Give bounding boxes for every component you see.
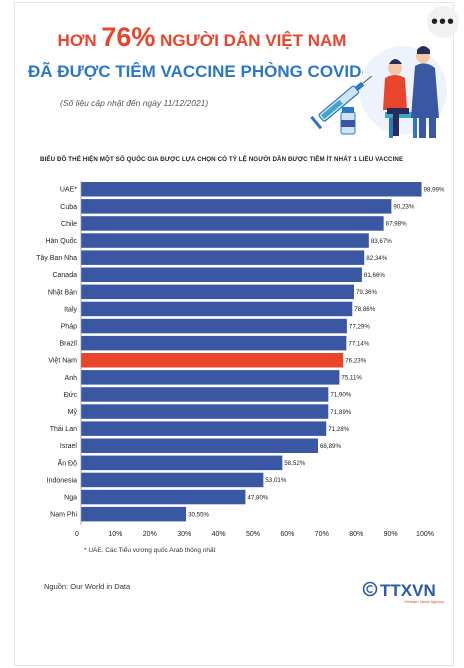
bar: [81, 233, 369, 248]
bar: [81, 267, 362, 282]
category-label: Hàn Quốc: [45, 236, 77, 245]
headline-percent: 76%: [101, 22, 156, 52]
category-label: Brazil: [59, 341, 77, 348]
bar: [81, 370, 340, 385]
category-label: Canada: [52, 272, 77, 279]
value-label: 71,89%: [330, 409, 351, 416]
x-tick-label: 90%: [384, 531, 398, 538]
category-label: Pháp: [61, 323, 77, 330]
category-label: Ấn Độ: [58, 457, 78, 467]
bar: [81, 472, 264, 488]
value-label: 79,36%: [356, 289, 377, 296]
category-label: Italy: [64, 306, 77, 313]
category-label: Tây Ban Nha: [36, 255, 77, 262]
headline-line-1: HƠN 76% NGƯỜI DÂN VIỆT NAM: [52, 22, 352, 53]
value-label: 81,66%: [364, 272, 385, 279]
category-label: Nga: [64, 494, 77, 501]
bar: [81, 421, 327, 436]
x-tick-label: 70%: [315, 531, 329, 538]
category-label: Anh: [65, 375, 78, 382]
ttxvn-logo: TTXVN Vietnam News Agency: [362, 581, 444, 604]
value-label: 30,55%: [188, 511, 209, 518]
source-note: Nguồn: Our World in Data: [44, 582, 131, 591]
value-label: 47,80%: [247, 494, 268, 501]
updated-note: (Số liệu cập nhật đến ngày 11/12/2021): [60, 98, 209, 108]
x-tick-label: 0: [75, 531, 79, 538]
value-label: 78,86%: [354, 306, 375, 313]
category-label: Nam Phi: [50, 512, 77, 519]
value-label: 77,29%: [349, 323, 370, 330]
bar: [81, 199, 392, 214]
category-label: Cuba: [60, 204, 77, 211]
value-label: 76,23%: [345, 357, 366, 364]
bar: [81, 489, 246, 505]
bar: [81, 284, 354, 300]
category-label: UAE*: [60, 187, 77, 194]
value-label: 71,28%: [328, 426, 349, 433]
x-tick-label: 30%: [177, 531, 191, 538]
bar: [81, 250, 365, 265]
chart-title: BIỂU ĐỒ THỂ HIỆN MỘT SỐ QUỐC GIA ĐƯỢC LỰ…: [40, 156, 404, 163]
category-label: Mỹ: [68, 409, 78, 416]
value-label: 83,67%: [371, 238, 392, 245]
more-options-button[interactable]: •••: [427, 6, 459, 38]
value-label: 58,52%: [284, 460, 305, 467]
x-tick-label: 60%: [280, 531, 294, 538]
bar: [81, 387, 329, 402]
bar: [81, 182, 422, 197]
bar: [81, 318, 347, 334]
value-label: 87,98%: [386, 221, 407, 228]
category-label: Thái Lan: [50, 426, 77, 433]
x-tick-label: 10%: [108, 531, 122, 538]
bar: [81, 301, 353, 317]
bar: [81, 335, 347, 351]
headline-line-2: ĐÃ ĐƯỢC TIÊM VACCINE PHÒNG COVID-19: [28, 62, 386, 81]
svg-text:Vietnam News Agency: Vietnam News Agency: [404, 599, 444, 604]
svg-text:TTXVN: TTXVN: [380, 581, 436, 600]
category-label: Đức: [64, 392, 78, 399]
x-tick-label: 20%: [143, 531, 157, 538]
bar: [81, 438, 318, 453]
value-label: 71,90%: [330, 392, 351, 399]
bar: [81, 353, 344, 368]
category-label: Nhật Bản: [48, 289, 77, 296]
vaccination-illustration: [310, 46, 447, 138]
bar: [81, 506, 187, 522]
value-label: 53,01%: [265, 477, 286, 484]
x-tick-label: 80%: [349, 531, 363, 538]
bar: [81, 455, 283, 471]
category-label: Indonesia: [47, 477, 77, 484]
bar: [81, 216, 384, 231]
value-label: 90,23%: [393, 204, 414, 211]
x-tick-label: 40%: [212, 531, 226, 538]
value-label: 82,34%: [366, 255, 387, 262]
headline-suffix: NGƯỜI DÂN VIỆT NAM: [160, 31, 347, 50]
category-label: Việt Nam: [48, 358, 77, 365]
more-options-icon: •••: [430, 11, 455, 33]
footnote: * UAE: Các Tiểu vương quốc Arab thống nh…: [84, 547, 216, 554]
x-tick-label: 100%: [416, 531, 434, 538]
value-label: 77,14%: [348, 340, 369, 347]
value-label: 98,99%: [424, 186, 445, 193]
category-label: Israel: [60, 443, 78, 450]
bar: [81, 404, 329, 419]
value-label: 68,89%: [320, 443, 341, 450]
x-tick-label: 50%: [246, 531, 260, 538]
headline-prefix: HƠN: [57, 31, 97, 50]
value-label: 75,11%: [341, 375, 362, 382]
category-label: Chile: [61, 221, 77, 228]
